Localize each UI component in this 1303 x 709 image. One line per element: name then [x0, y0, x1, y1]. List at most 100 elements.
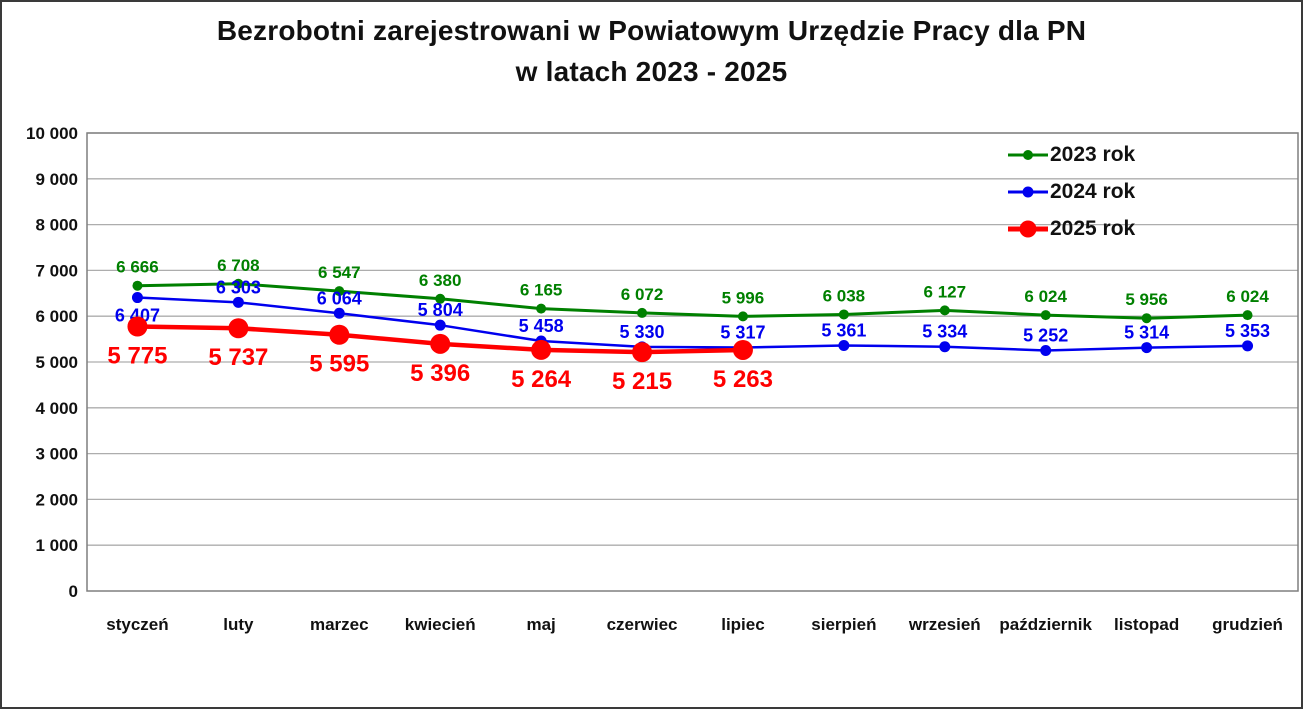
data-label: 5 334	[922, 322, 967, 342]
data-label: 5 264	[511, 366, 572, 393]
legend-label-2023: 2023 rok	[1050, 142, 1136, 166]
data-label: 5 361	[821, 320, 866, 340]
data-label: 6 072	[621, 285, 664, 304]
data-point	[632, 342, 653, 363]
x-tick-label: marzec	[310, 615, 369, 634]
series-line-2024-rok	[136, 296, 1249, 352]
data-point	[1040, 344, 1052, 356]
data-label: 6 407	[115, 306, 160, 326]
data-label: 5 215	[612, 368, 672, 395]
legend-marker-2024-icon	[1008, 182, 1048, 202]
data-point	[334, 286, 345, 297]
data-label: 6 380	[419, 271, 462, 290]
x-tick-label: listopad	[1114, 615, 1179, 634]
data-label: 6 127	[924, 282, 967, 301]
data-point	[838, 309, 849, 320]
chart-title-line2: w latach 2023 - 2025	[515, 56, 788, 87]
legend: 2023 rok 2024 rok 2025 rok	[1008, 136, 1135, 247]
data-label: 6 165	[520, 281, 563, 300]
x-tick-label: sierpień	[811, 615, 876, 634]
data-label: 6 708	[217, 256, 260, 275]
data-point	[430, 333, 451, 354]
data-point	[434, 319, 446, 331]
data-label: 5 737	[208, 344, 268, 371]
plot-border	[86, 132, 1299, 592]
data-point	[232, 296, 244, 308]
data-label: 5 252	[1023, 325, 1068, 345]
data-point	[939, 341, 951, 353]
x-tick-label: styczeń	[106, 615, 168, 634]
data-point	[435, 293, 446, 304]
data-point	[132, 280, 143, 291]
data-point	[838, 339, 850, 351]
data-label: 5 458	[519, 316, 564, 336]
data-label: 5 353	[1225, 321, 1270, 341]
data-label: 6 666	[116, 258, 159, 277]
x-tick-label: luty	[223, 615, 254, 634]
data-label: 5 804	[418, 300, 463, 320]
data-label: 5 314	[1124, 323, 1169, 343]
chart-title-line1: Bezrobotni zarejestrowani w Powiatowym U…	[216, 15, 1087, 46]
data-point	[1242, 340, 1254, 352]
y-tick-label: 2 000	[35, 490, 78, 509]
y-tick-label: 1 000	[35, 536, 78, 555]
x-tick-label: maj	[526, 615, 555, 634]
x-tick-label: grudzień	[1212, 615, 1283, 634]
data-label: 5 595	[309, 351, 369, 378]
data-point	[233, 278, 244, 289]
data-point	[536, 303, 547, 314]
data-label: 6 024	[1024, 287, 1067, 306]
series-line-2023-rok	[135, 282, 1250, 320]
y-tick-label: 10 000	[26, 124, 78, 143]
legend-marker-2023-icon	[1008, 145, 1048, 165]
y-tick-label: 4 000	[35, 399, 78, 418]
data-point	[228, 318, 249, 339]
chart-title: Bezrobotni zarejestrowani w Powiatowym U…	[2, 10, 1301, 92]
x-tick-label: lipiec	[721, 615, 764, 634]
data-point	[732, 339, 753, 360]
data-point	[127, 316, 148, 337]
x-tick-label: kwiecień	[405, 615, 476, 634]
x-tick-label: czerwiec	[607, 615, 678, 634]
x-tick-label: październik	[999, 615, 1092, 634]
data-point	[131, 292, 143, 304]
data-point	[329, 324, 350, 345]
data-point	[1141, 342, 1153, 354]
data-point	[1040, 310, 1051, 321]
legend-item-2024: 2024 rok	[1008, 173, 1135, 210]
data-label: 5 317	[720, 322, 765, 342]
legend-item-2025: 2025 rok	[1008, 210, 1135, 247]
legend-label-2024: 2024 rok	[1050, 179, 1136, 203]
data-label: 5 956	[1125, 290, 1168, 309]
y-tick-label: 3 000	[35, 445, 78, 464]
legend-item-2023: 2023 rok	[1008, 136, 1135, 173]
data-label: 6 064	[317, 288, 362, 308]
data-label: 6 547	[318, 263, 361, 282]
legend-marker-2025-icon	[1008, 219, 1048, 239]
y-tick-label: 6 000	[35, 307, 78, 326]
y-tick-label: 8 000	[35, 216, 78, 235]
data-point	[1242, 310, 1253, 321]
data-label: 6 038	[823, 286, 866, 305]
data-point	[737, 311, 748, 322]
y-tick-label: 9 000	[35, 170, 78, 189]
data-point	[333, 307, 345, 319]
data-point	[939, 305, 950, 316]
y-tick-label: 7 000	[35, 261, 78, 280]
data-label: 6 024	[1226, 287, 1269, 306]
data-point	[531, 339, 552, 360]
data-label: 5 263	[713, 366, 773, 393]
x-tick-label: wrzesień	[908, 615, 981, 634]
data-label: 5 396	[410, 360, 470, 387]
data-point	[1141, 313, 1152, 324]
data-point	[637, 307, 648, 318]
data-label: 5 996	[722, 288, 765, 307]
data-label: 6 303	[216, 277, 261, 297]
data-label: 5 330	[620, 322, 665, 342]
y-tick-label: 0	[69, 582, 78, 601]
y-tick-label: 5 000	[35, 353, 78, 372]
data-label: 5 775	[107, 343, 167, 370]
legend-label-2025: 2025 rok	[1050, 216, 1136, 240]
